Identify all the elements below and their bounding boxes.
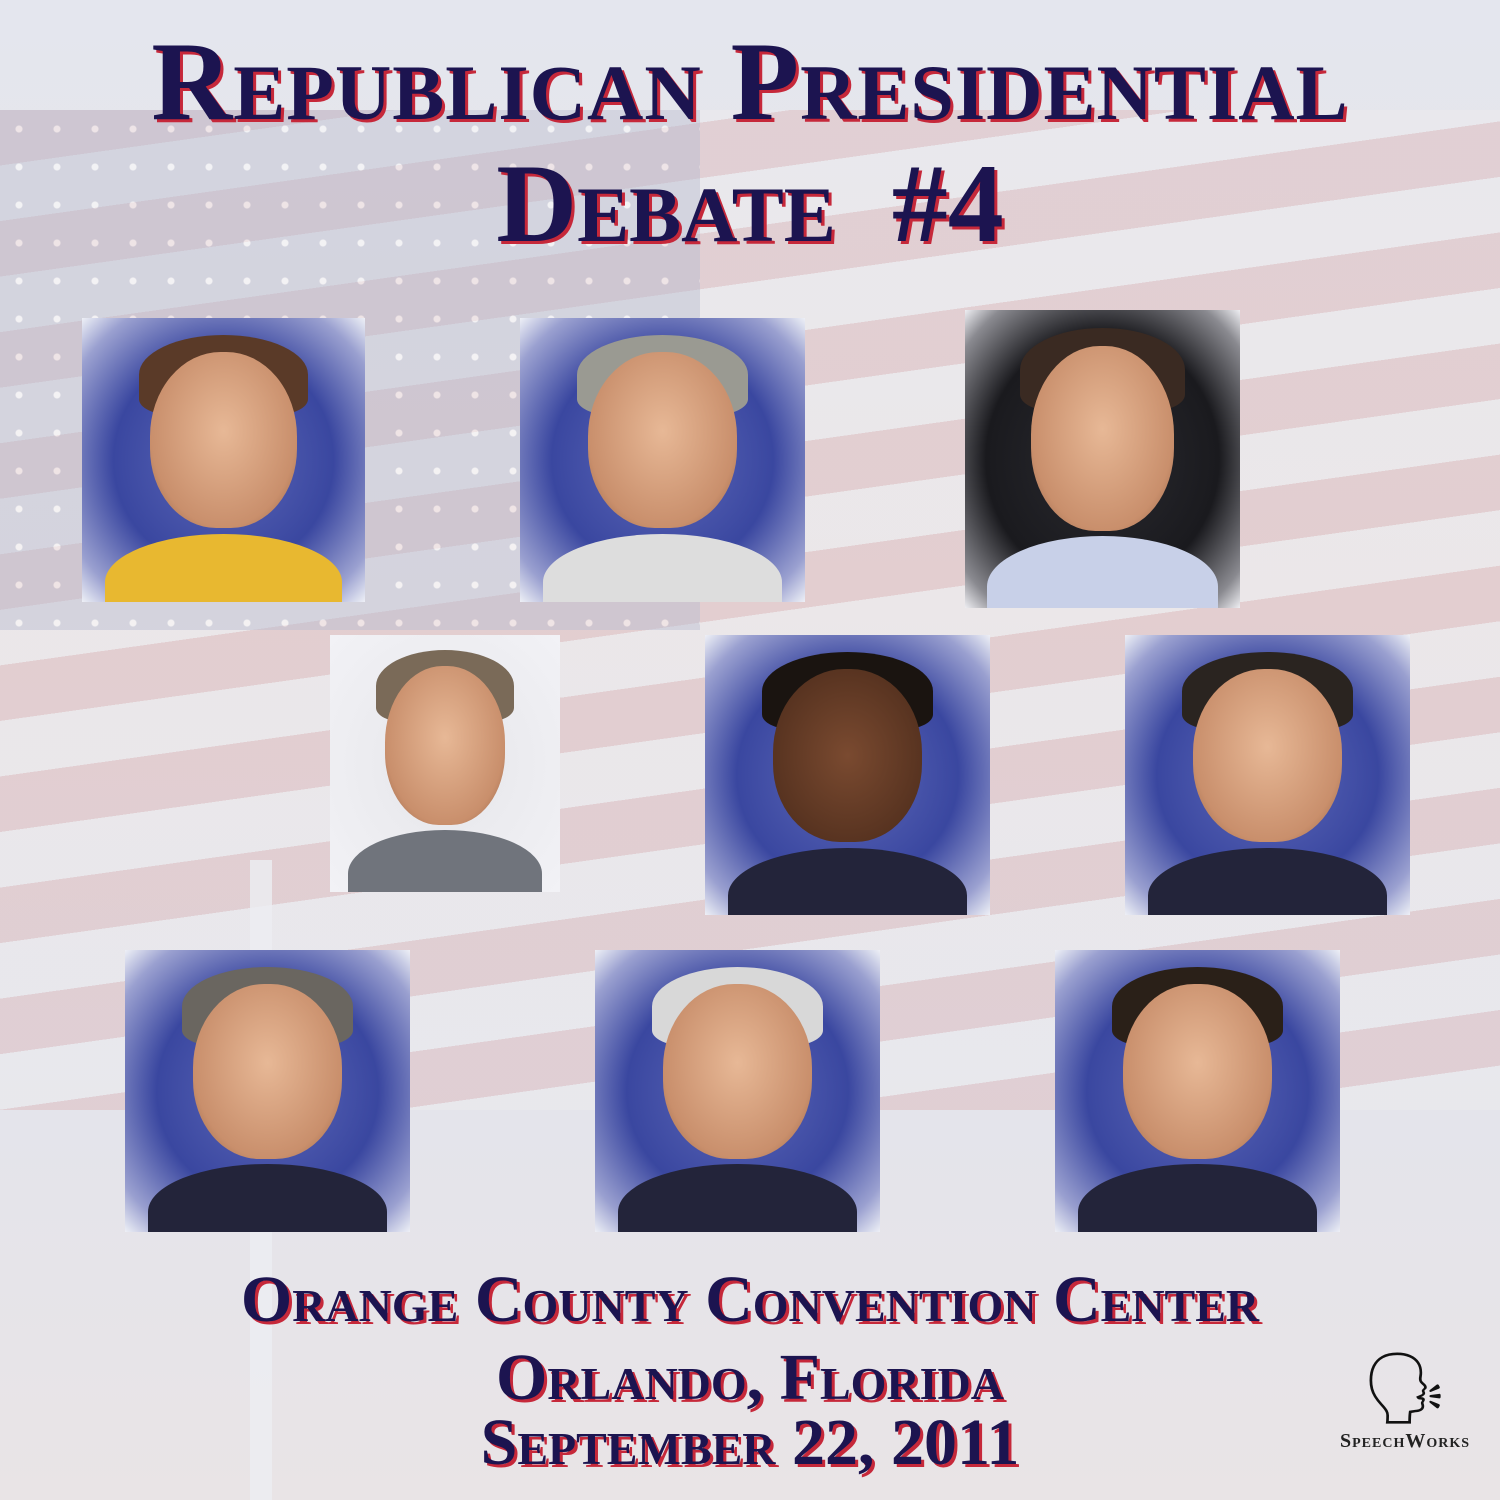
title-line-2: Debate #4	[496, 142, 1004, 266]
logo-text: SpeechWorks	[1339, 1430, 1471, 1452]
candidate-photo	[1125, 635, 1410, 915]
candidate-photo	[705, 635, 990, 915]
candidate-photo	[965, 310, 1240, 608]
speechworks-logo: 🗣 SpeechWorks	[1320, 1350, 1490, 1490]
candidate-photo	[330, 635, 560, 892]
title-line-1: Republican Presidential	[151, 20, 1349, 144]
candidate-photo	[82, 318, 365, 602]
venue-city: Orlando, Florida	[495, 1341, 1004, 1414]
speaking-head-icon: 🗣	[1360, 1351, 1450, 1428]
candidate-photo	[595, 950, 880, 1232]
candidate-photo	[520, 318, 805, 602]
venue-name: Orange County Convention Center	[240, 1263, 1260, 1336]
candidate-photo	[1055, 950, 1340, 1232]
event-date: September 22, 2011	[480, 1406, 1020, 1479]
candidate-photo	[125, 950, 410, 1232]
